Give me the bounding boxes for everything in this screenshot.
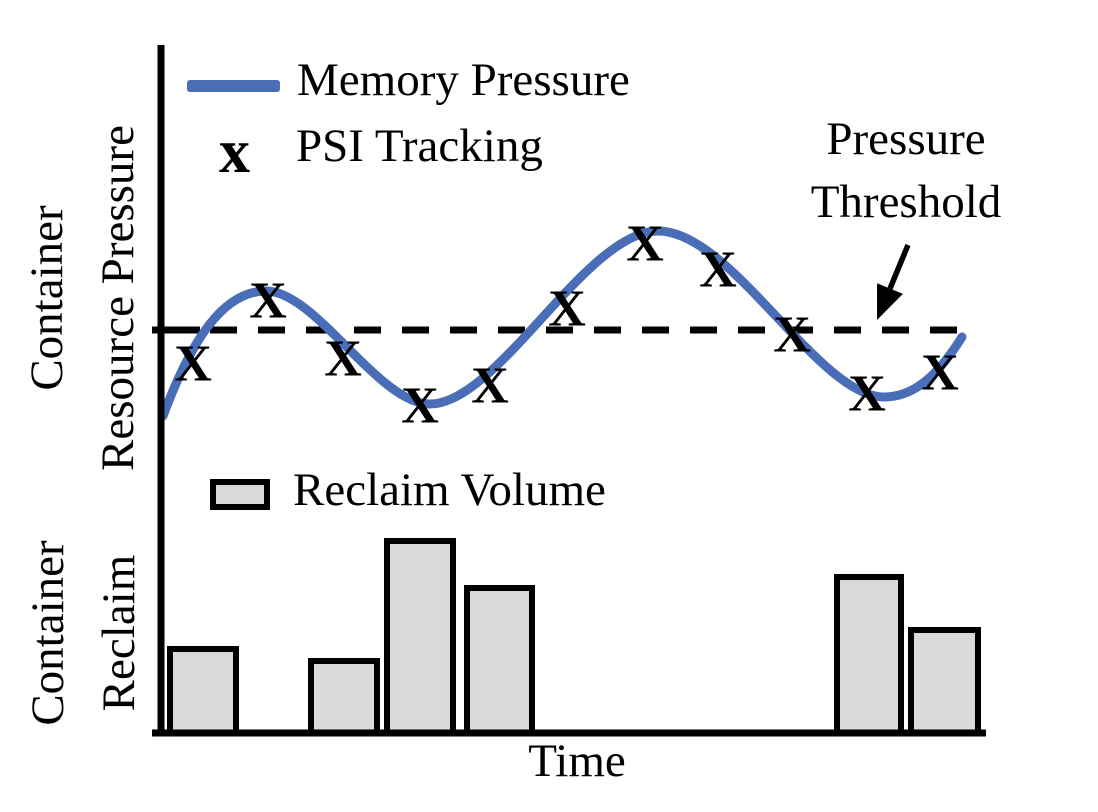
psi-marker: X: [548, 281, 586, 338]
memory-pressure-legend-label: Memory Pressure: [297, 54, 630, 106]
reclaim-bar: [384, 538, 456, 736]
reclaim-bar: [908, 627, 981, 736]
psi-marker: X: [249, 273, 287, 330]
x-axis-label: Time: [528, 735, 626, 787]
reclaim-volume-legend-label: Reclaim Volume: [293, 464, 606, 516]
psi-marker: X: [921, 345, 959, 402]
annotation-line-2: Threshold: [810, 176, 1002, 228]
reclaim-volume-swatch: [210, 479, 270, 510]
psi-tracking-legend-label: PSI Tracking: [296, 120, 543, 172]
psi-marker-icon: x: [219, 118, 250, 186]
psi-marker: X: [773, 307, 811, 364]
annotation-arrowhead-icon: [877, 283, 903, 320]
pressure-threshold-annotation: Pressure Threshold: [778, 108, 1034, 234]
y-axis-label-top-line1: Container: [21, 205, 73, 391]
psi-marker: X: [699, 242, 737, 299]
memory-pressure-swatch: [187, 80, 280, 92]
psi-marker: X: [401, 378, 439, 435]
memory-pressure-curve: [158, 226, 967, 421]
y-axis-label-bottom-line2: Reclaim: [93, 554, 145, 712]
psi-marker: X: [324, 331, 362, 388]
reclaim-bar: [167, 646, 239, 736]
psi-marker: X: [174, 336, 212, 393]
y-axis-label-bottom: Container Reclaim: [13, 503, 159, 763]
psi-marker: X: [471, 358, 509, 415]
y-axis-label-top-line2: Resource Pressure: [92, 125, 144, 471]
annotation-arrow-shaft: [887, 243, 911, 290]
reclaim-bar: [834, 574, 904, 736]
annotation-line-1: Pressure: [826, 113, 986, 165]
reclaim-bar: [308, 658, 380, 736]
psi-marker: X: [848, 366, 886, 423]
psi-marker: X: [626, 216, 664, 273]
y-axis-label-top: Container Resource Pressure: [12, 58, 158, 538]
y-axis-label-bottom-line1: Container: [22, 540, 74, 726]
reclaim-bar: [464, 585, 535, 736]
